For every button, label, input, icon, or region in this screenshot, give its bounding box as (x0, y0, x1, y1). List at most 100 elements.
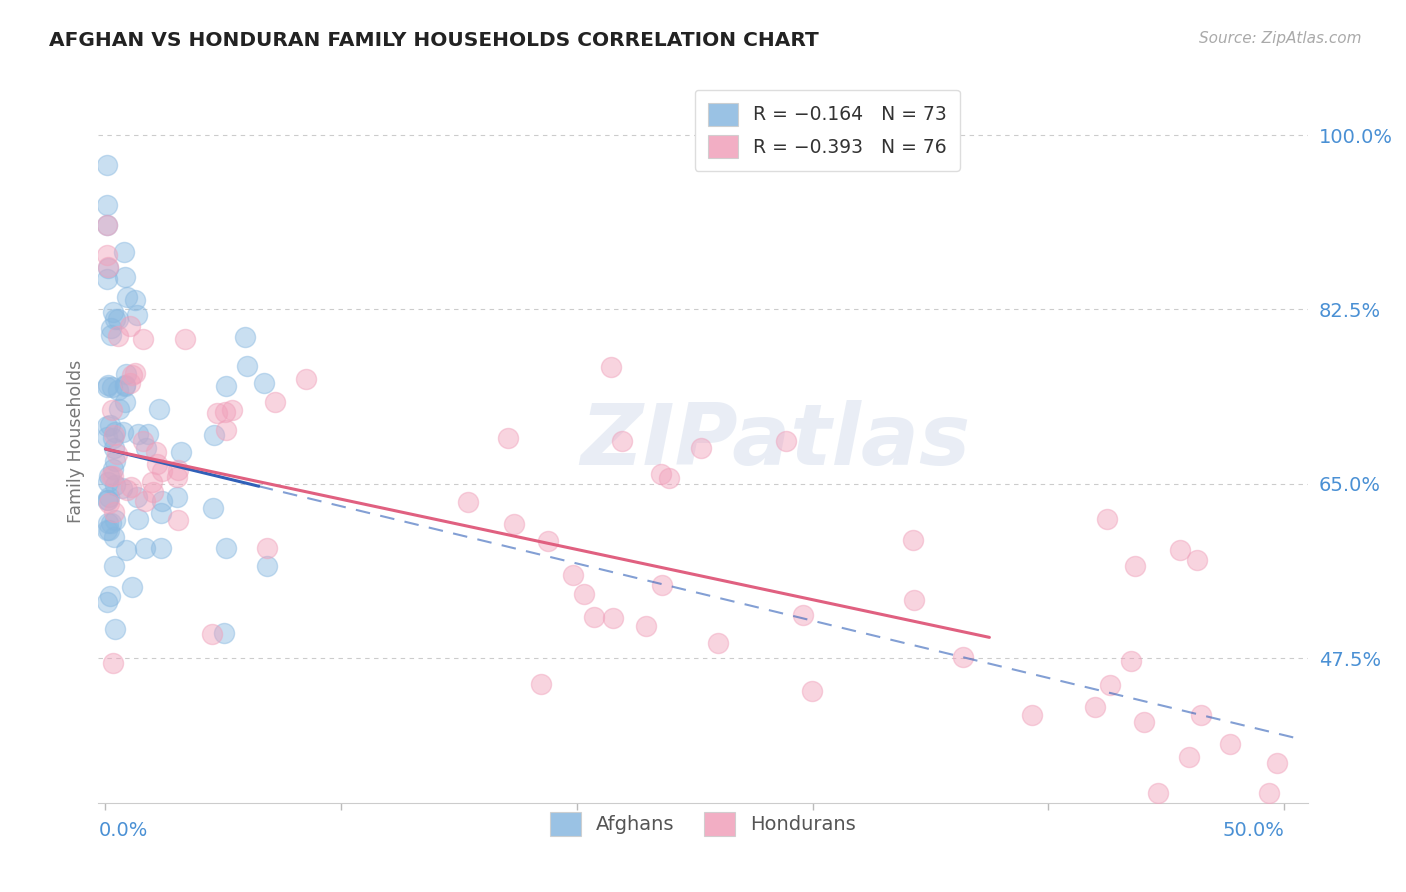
Point (145, 444, 167, 458)
Point (295, 372, 318, 386)
Point (101, 431, 124, 445)
Y-axis label: Family Households: Family Households (66, 359, 84, 524)
Point (96, 248, 118, 262)
Point (166, 463, 188, 477)
Point (690, 441, 713, 455)
Point (97, 469, 120, 483)
Point (141, 475, 163, 489)
Point (120, 480, 142, 494)
Point (96, 218, 118, 232)
Text: AFGHAN VS HONDURAN FAMILY HOUSEHOLDS CORRELATION CHART: AFGHAN VS HONDURAN FAMILY HOUSEHOLDS COR… (49, 31, 818, 50)
Point (537, 533, 560, 548)
Point (1170, 542, 1192, 557)
Point (97, 523, 120, 537)
Point (1219, 737, 1241, 751)
Point (1119, 654, 1142, 668)
Point (264, 394, 287, 409)
Point (599, 360, 621, 375)
Point (97, 260, 120, 274)
Point (125, 308, 148, 322)
Point (121, 580, 143, 594)
Point (100, 516, 122, 530)
Point (205, 406, 228, 420)
Point (1098, 678, 1121, 692)
Point (104, 425, 127, 440)
Point (138, 426, 160, 441)
Point (127, 512, 149, 526)
Point (1191, 707, 1213, 722)
Point (107, 402, 129, 417)
Point (530, 676, 553, 690)
Point (103, 505, 125, 519)
Point (101, 305, 124, 319)
Point (215, 423, 238, 437)
Point (107, 384, 129, 398)
Point (901, 533, 924, 548)
Point (221, 402, 243, 417)
Point (202, 428, 225, 442)
Legend: Afghans, Hondurans: Afghans, Hondurans (541, 805, 865, 844)
Point (150, 494, 173, 508)
Text: Source: ZipAtlas.com: Source: ZipAtlas.com (1198, 31, 1361, 46)
Point (101, 403, 124, 417)
Point (903, 592, 925, 607)
Point (457, 495, 479, 509)
Point (212, 626, 235, 640)
Point (145, 457, 167, 471)
Point (96, 218, 118, 232)
Point (166, 514, 188, 528)
Point (135, 442, 157, 456)
Point (104, 513, 127, 527)
Point (256, 541, 278, 555)
Point (104, 312, 127, 326)
Point (149, 506, 172, 520)
Text: 50.0%: 50.0% (1222, 821, 1284, 839)
Point (98, 589, 121, 603)
Point (103, 530, 125, 544)
Point (101, 469, 124, 483)
Point (148, 401, 170, 416)
Point (111, 481, 134, 495)
Point (98, 418, 121, 433)
Point (561, 568, 583, 582)
Point (118, 318, 141, 333)
Point (104, 478, 127, 492)
Point (1265, 756, 1288, 770)
Point (103, 558, 125, 573)
Point (96, 595, 118, 609)
Point (114, 245, 136, 260)
Point (202, 500, 225, 515)
Text: ZIPatlas: ZIPatlas (581, 400, 970, 483)
Point (1147, 786, 1170, 800)
Point (502, 516, 524, 531)
Point (100, 468, 122, 483)
Point (1095, 512, 1118, 526)
Point (166, 469, 188, 483)
Point (792, 607, 814, 622)
Point (97, 492, 120, 507)
Point (170, 445, 193, 459)
Point (572, 586, 595, 600)
Point (97, 475, 120, 490)
Point (96, 380, 118, 394)
Point (104, 454, 127, 468)
Point (256, 559, 278, 574)
Point (1132, 714, 1154, 729)
Point (149, 541, 172, 555)
Point (775, 434, 797, 448)
Point (215, 379, 238, 393)
Point (952, 649, 974, 664)
Point (97, 516, 120, 530)
Point (115, 367, 138, 381)
Point (115, 290, 138, 304)
Point (1123, 559, 1146, 574)
Point (103, 441, 125, 455)
Point (166, 490, 188, 504)
Point (96, 430, 118, 444)
Point (496, 431, 519, 445)
Point (121, 368, 143, 382)
Point (96, 198, 118, 212)
Point (107, 311, 129, 326)
Point (134, 493, 156, 508)
Point (100, 320, 122, 334)
